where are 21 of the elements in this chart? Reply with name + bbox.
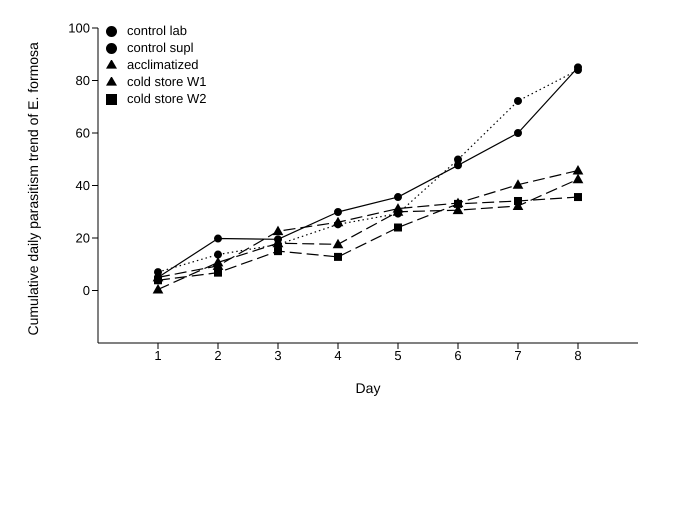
x-tick-label: 2: [214, 348, 222, 364]
legend-label: acclimatized: [127, 57, 199, 72]
y-tick-label: 20: [76, 230, 90, 246]
x-axis-title: Day: [356, 380, 380, 396]
y-tick-label: 60: [76, 126, 90, 141]
x-tick-label: 3: [274, 348, 282, 364]
y-axis-title: Cumulative daily parasitism trend of E. formosa: [24, 42, 41, 336]
y-tick-label: 100: [68, 20, 90, 36]
x-tick-label: 1: [154, 348, 162, 364]
y-tick-label: 80: [76, 73, 90, 88]
x-tick-label: 5: [394, 348, 402, 364]
legend-label: cold store W1: [127, 74, 206, 89]
x-tick-label: 7: [514, 348, 522, 364]
legend-label: control supl: [127, 40, 194, 55]
x-tick-label: 6: [454, 348, 462, 364]
legend-label: control lab: [127, 23, 187, 38]
y-tick-label: 40: [76, 178, 90, 194]
legend-label: cold store W2: [127, 91, 206, 106]
x-tick-label: 8: [574, 348, 582, 364]
x-tick-label: 4: [334, 348, 342, 364]
y-tick-label: 0: [82, 283, 90, 298]
